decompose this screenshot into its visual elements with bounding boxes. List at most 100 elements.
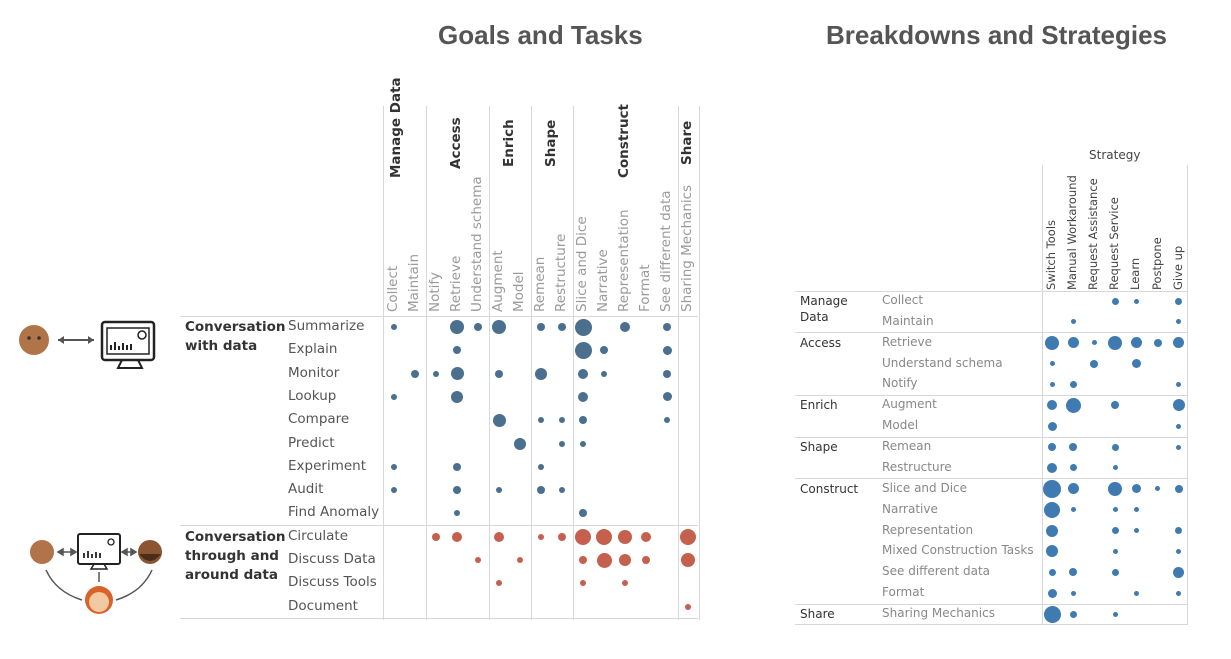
row-label: Document xyxy=(288,597,358,614)
data-point xyxy=(1069,568,1078,577)
grid-divider xyxy=(488,106,490,620)
data-point xyxy=(391,324,397,330)
grid-divider xyxy=(425,106,427,620)
row-label: Understand schema xyxy=(882,355,1003,370)
data-point xyxy=(453,486,461,495)
row-label: Experiment xyxy=(288,457,367,474)
data-point xyxy=(1176,381,1182,387)
data-point xyxy=(517,557,523,563)
data-point xyxy=(451,390,463,403)
data-point xyxy=(1112,465,1118,471)
data-point xyxy=(1131,484,1141,494)
data-point xyxy=(580,440,586,447)
data-point xyxy=(495,369,503,378)
arrow-icons xyxy=(120,547,138,557)
data-point xyxy=(1048,443,1056,452)
data-point xyxy=(1111,297,1119,305)
data-point xyxy=(1130,337,1142,349)
grid-divider xyxy=(698,106,700,620)
data-point xyxy=(579,509,587,518)
data-point xyxy=(596,528,612,545)
data-point xyxy=(1047,588,1057,598)
monitor-dashboard-icon xyxy=(77,533,121,570)
column-label: Request Assistance xyxy=(1086,178,1101,290)
data-point xyxy=(580,580,586,587)
data-point xyxy=(559,487,565,494)
grid-divider xyxy=(180,525,698,527)
column-label: Switch Tools xyxy=(1044,219,1058,290)
data-point xyxy=(1173,566,1185,578)
data-point xyxy=(1112,507,1118,513)
data-point xyxy=(1046,524,1058,537)
data-point xyxy=(514,437,526,450)
data-point xyxy=(1047,462,1057,473)
data-point xyxy=(618,529,632,544)
column-label: Restructure xyxy=(553,233,569,312)
column-label: Maintain xyxy=(406,253,422,312)
row-label: Summarize xyxy=(288,318,365,334)
data-point xyxy=(558,323,566,331)
row-label: Slice and Dice xyxy=(882,480,968,495)
grid-divider xyxy=(795,332,1188,334)
data-point xyxy=(1111,443,1119,451)
row-label: Restructure xyxy=(882,459,952,474)
data-point xyxy=(601,370,607,377)
data-point xyxy=(391,487,397,494)
grid-divider xyxy=(795,291,1188,292)
data-point xyxy=(1133,528,1139,534)
row-label: See different data xyxy=(882,564,991,579)
row-group-label: Access xyxy=(800,335,842,350)
data-point xyxy=(474,323,482,331)
data-point xyxy=(642,556,650,564)
grid-divider xyxy=(795,436,1188,438)
row-label: Format xyxy=(882,585,925,600)
row-group-label: Shape xyxy=(800,440,838,455)
grid-divider xyxy=(795,624,1188,626)
row-label: Discuss Tools xyxy=(288,574,377,591)
data-point xyxy=(496,487,502,494)
data-point xyxy=(662,392,672,402)
data-point xyxy=(558,532,566,541)
row-label: Sharing Mechanics xyxy=(882,606,995,621)
data-point xyxy=(1155,486,1160,492)
data-point xyxy=(622,580,628,587)
data-point xyxy=(1176,444,1182,450)
column-group-label: Shape xyxy=(542,119,559,167)
data-point xyxy=(391,393,397,400)
data-point xyxy=(538,417,544,424)
data-point xyxy=(662,345,672,355)
column-label: Understand schema xyxy=(469,176,485,312)
left-title: Goals and Tasks xyxy=(438,20,643,50)
data-point xyxy=(681,553,695,567)
data-point xyxy=(574,341,592,359)
row-label: Maintain xyxy=(882,313,934,328)
column-group-label: Access xyxy=(448,117,464,169)
data-point xyxy=(1067,483,1079,495)
data-point xyxy=(1046,545,1058,558)
data-point xyxy=(1175,527,1183,535)
row-label: Augment xyxy=(882,397,937,412)
data-point xyxy=(620,322,630,332)
data-point xyxy=(1091,340,1097,346)
data-point xyxy=(596,552,612,568)
column-label: Give up xyxy=(1170,245,1185,290)
row-label: Retrieve xyxy=(882,334,933,349)
data-point xyxy=(1111,568,1119,576)
arrow-icons xyxy=(45,569,153,601)
data-point xyxy=(680,528,696,545)
row-label: Find Anomaly xyxy=(288,504,380,521)
data-point xyxy=(538,463,544,470)
column-label: Notify xyxy=(427,272,443,312)
data-point xyxy=(1067,337,1079,349)
data-point xyxy=(492,320,506,334)
person-red-hair-icon xyxy=(85,586,113,614)
right-title: Breakdowns and Strategies xyxy=(826,20,1167,50)
data-point xyxy=(494,531,504,542)
column-label: Sharing Mechanics xyxy=(679,184,695,312)
data-point xyxy=(1153,338,1162,347)
data-point xyxy=(1049,361,1055,367)
data-point xyxy=(1173,337,1185,349)
data-point xyxy=(1112,611,1118,617)
row-label: Model xyxy=(882,418,919,433)
